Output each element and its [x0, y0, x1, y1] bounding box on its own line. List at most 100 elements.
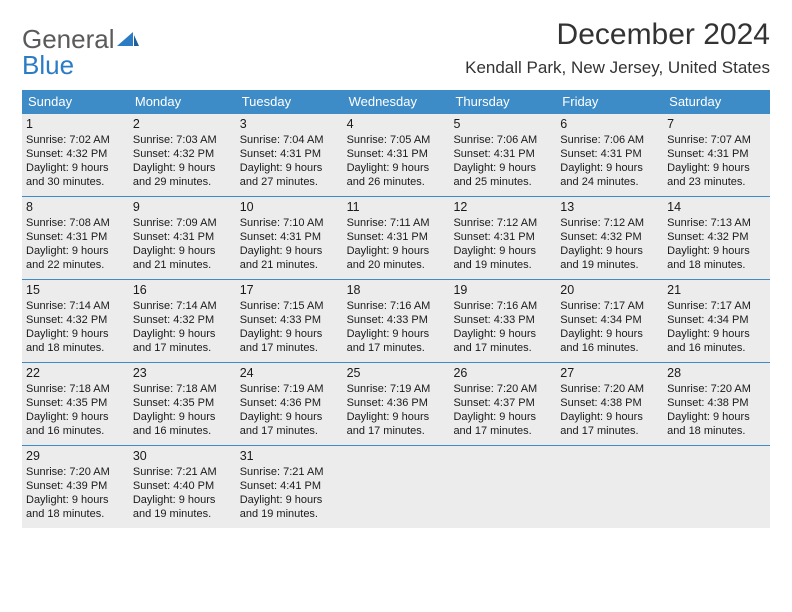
day-number: 13: [560, 200, 659, 214]
weekday-header: Wednesday: [343, 90, 450, 113]
daylight-text: Daylight: 9 hours and 17 minutes.: [560, 410, 659, 438]
sunrise-text: Sunrise: 7:14 AM: [133, 299, 232, 313]
calendar-day: 24Sunrise: 7:19 AMSunset: 4:36 PMDayligh…: [236, 363, 343, 445]
calendar-day: 18 Sunrise: 7:16 AMSunset: 4:33 PMDayligh…: [343, 280, 450, 362]
daylight-text: Daylight: 9 hours and 18 minutes.: [26, 493, 125, 521]
daylight-text: Daylight: 9 hours and 16 minutes.: [133, 410, 232, 438]
sunset-text: Sunset: 4:39 PM: [26, 479, 125, 493]
calendar-day: 31Sunrise: 7:21 AMSunset: 4:41 PMDayligh…: [236, 446, 343, 528]
weekday-header: Sunday: [22, 90, 129, 113]
header: GeneralBlue December 2024 Kendall Park, …: [0, 0, 792, 84]
day-number: 10: [240, 200, 339, 214]
day-number: 9: [133, 200, 232, 214]
day-number: 1: [26, 117, 125, 131]
calendar-day: 1Sunrise: 7:02 AMSunset: 4:32 PMDaylight…: [22, 114, 129, 196]
day-number: 24: [240, 366, 339, 380]
sunrise-text: Sunrise: 7:20 AM: [26, 465, 125, 479]
day-number: 14: [667, 200, 766, 214]
sunrise-text: Sunrise: 7:21 AM: [240, 465, 339, 479]
daylight-text: Daylight: 9 hours and 17 minutes.: [347, 410, 446, 438]
daylight-text: Daylight: 9 hours and 19 minutes.: [560, 244, 659, 272]
calendar-day: 2Sunrise: 7:03 AMSunset: 4:32 PMDaylight…: [129, 114, 236, 196]
sunset-text: Sunset: 4:32 PM: [133, 313, 232, 327]
location-text: Kendall Park, New Jersey, United States: [465, 58, 770, 78]
daylight-text: Daylight: 9 hours and 29 minutes.: [133, 161, 232, 189]
sunrise-text: Sunrise: 7:12 AM: [560, 216, 659, 230]
day-number: 19: [453, 283, 552, 297]
calendar-week: 1Sunrise: 7:02 AMSunset: 4:32 PMDaylight…: [22, 113, 770, 196]
sunrise-text: Sunrise: 7:02 AM: [26, 133, 125, 147]
sunset-text: Sunset: 4:32 PM: [133, 147, 232, 161]
sunset-text: Sunset: 4:31 PM: [133, 230, 232, 244]
day-number: 17: [240, 283, 339, 297]
sunrise-text: Sunrise: 7:17 AM: [560, 299, 659, 313]
sunrise-text: Sunrise: 7:09 AM: [133, 216, 232, 230]
calendar-day: 20Sunrise: 7:17 AMSunset: 4:34 PMDayligh…: [556, 280, 663, 362]
sunset-text: Sunset: 4:32 PM: [26, 313, 125, 327]
daylight-text: Daylight: 9 hours and 17 minutes.: [453, 410, 552, 438]
sunset-text: Sunset: 4:32 PM: [560, 230, 659, 244]
day-number: 11: [347, 200, 446, 214]
sunset-text: Sunset: 4:38 PM: [560, 396, 659, 410]
weekday-header: Monday: [129, 90, 236, 113]
daylight-text: Daylight: 9 hours and 25 minutes.: [453, 161, 552, 189]
daylight-text: Daylight: 9 hours and 17 minutes.: [453, 327, 552, 355]
day-number: 12: [453, 200, 552, 214]
day-number: 4: [347, 117, 446, 131]
logo-text: GeneralBlue: [22, 26, 139, 78]
calendar-day: 14Sunrise: 7:13 AMSunset: 4:32 PMDayligh…: [663, 197, 770, 279]
day-number: 15: [26, 283, 125, 297]
calendar-week: 8 Sunrise: 7:08 AM Sunset: 4:31 PM Daylight…: [22, 196, 770, 279]
calendar-day: 13 Sunrise: 7:12 AMSunset: 4:32 PMDayligh…: [556, 197, 663, 279]
daylight-text: Daylight: 9 hours and 16 minutes.: [667, 327, 766, 355]
daylight-text: Daylight: 9 hours and 18 minutes.: [667, 410, 766, 438]
daylight-text: Daylight: 9 hours and 16 minutes.: [560, 327, 659, 355]
sunset-text: Sunset: 4:34 PM: [667, 313, 766, 327]
daylight-text: Daylight: 9 hours and 27 minutes.: [240, 161, 339, 189]
day-number: 3: [240, 117, 339, 131]
sunset-text: Sunset: 4:40 PM: [133, 479, 232, 493]
daylight-text: Daylight: 9 hours and 24 minutes.: [560, 161, 659, 189]
sunset-text: Sunset: 4:36 PM: [240, 396, 339, 410]
sunset-text: Sunset: 4:31 PM: [453, 147, 552, 161]
calendar-day: 17Sunrise: 7:15 AMSunset: 4:33 PMDayligh…: [236, 280, 343, 362]
weekday-header: Thursday: [449, 90, 556, 113]
logo: GeneralBlue: [22, 26, 139, 78]
daylight-text: Daylight: 9 hours and 17 minutes.: [347, 327, 446, 355]
calendar-day: 4Sunrise: 7:05 AMSunset: 4:31 PMDaylight…: [343, 114, 450, 196]
calendar-day: 16Sunrise: 7:14 AMSunset: 4:32 PMDayligh…: [129, 280, 236, 362]
calendar-day-empty: [343, 446, 450, 528]
sunrise-text: Sunrise: 7:16 AM: [347, 299, 446, 313]
day-number: 26: [453, 366, 552, 380]
calendar-day: 7Sunrise: 7:07 AMSunset: 4:31 PMDaylight…: [663, 114, 770, 196]
calendar-day: 12Sunrise: 7:12 AMSunset: 4:31 PMDayligh…: [449, 197, 556, 279]
calendar-day: 22Sunrise: 7:18 AMSunset: 4:35 PMDayligh…: [22, 363, 129, 445]
sunset-text: Sunset: 4:33 PM: [347, 313, 446, 327]
calendar-week: 22Sunrise: 7:18 AMSunset: 4:35 PMDayligh…: [22, 362, 770, 445]
sunset-text: Sunset: 4:31 PM: [560, 147, 659, 161]
calendar-day-empty: [663, 446, 770, 528]
day-number: 31: [240, 449, 339, 463]
logo-sail-icon: [117, 26, 139, 52]
day-number: 22: [26, 366, 125, 380]
daylight-text: Daylight: 9 hours and 26 minutes.: [347, 161, 446, 189]
day-number: 20: [560, 283, 659, 297]
day-number: 27: [560, 366, 659, 380]
calendar-day: 8Sunrise: 7:08 AMSunset: 4:31 PMDaylight…: [22, 197, 129, 279]
calendar-day-empty: [556, 446, 663, 528]
day-number: 8: [26, 200, 125, 214]
sunset-text: Sunset: 4:31 PM: [347, 147, 446, 161]
day-number: 18: [347, 283, 446, 297]
sunset-text: Sunset: 4:31 PM: [667, 147, 766, 161]
sunrise-text: Sunrise: 7:12 AM: [453, 216, 552, 230]
sunrise-text: Sunrise: 7:20 AM: [560, 382, 659, 396]
sunrise-text: Sunrise: 7:13 AM: [667, 216, 766, 230]
calendar: SundayMondayTuesdayWednesdayThursdayFrid…: [22, 90, 770, 528]
sunset-text: Sunset: 4:31 PM: [347, 230, 446, 244]
sunset-text: Sunset: 4:32 PM: [26, 147, 125, 161]
weekday-header: Tuesday: [236, 90, 343, 113]
sunset-text: Sunset: 4:41 PM: [240, 479, 339, 493]
sunrise-text: Sunrise: 7:04 AM: [240, 133, 339, 147]
sunrise-text: Sunrise: 7:08 AM: [26, 216, 125, 230]
calendar-day: 28Sunrise: 7:20 AMSunset: 4:38 PMDayligh…: [663, 363, 770, 445]
